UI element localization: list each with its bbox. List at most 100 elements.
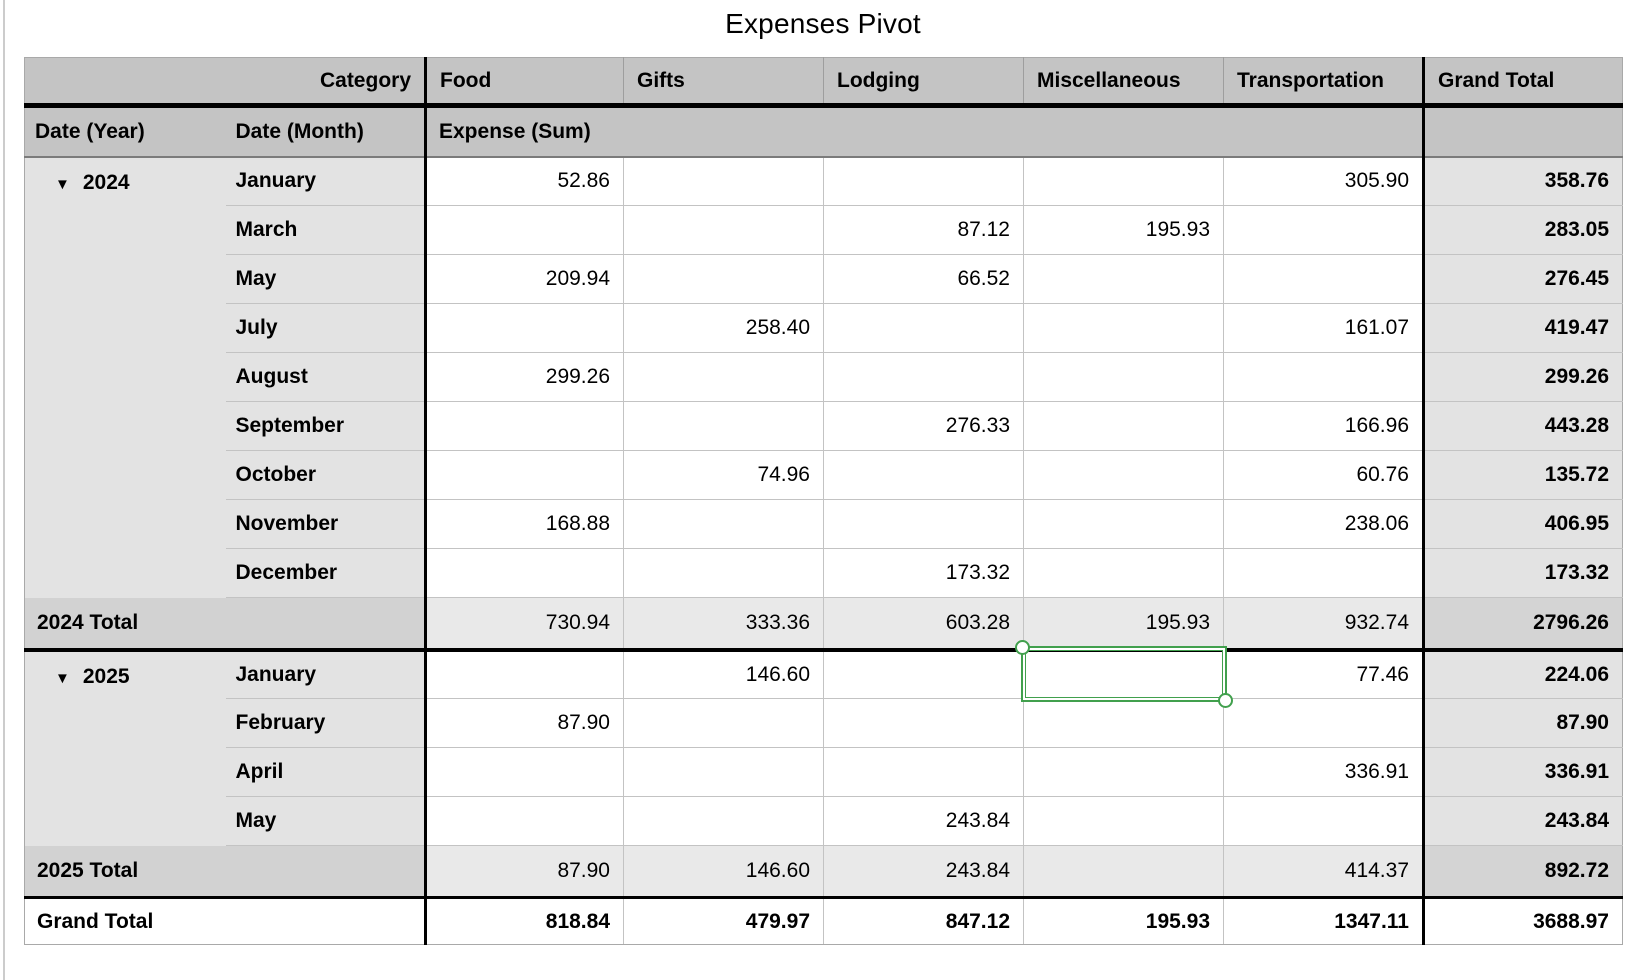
value-cell[interactable]: 243.84 [823,796,1024,846]
row-grand-total-cell[interactable]: 283.05 [1422,205,1623,255]
value-cell[interactable] [623,499,824,549]
year-total-value-cell[interactable]: 603.28 [823,597,1024,652]
year-group-cell[interactable]: ▼ 2024 [24,156,226,598]
year-field-header[interactable]: Date (Year) [24,105,226,158]
year-total-label-cell[interactable]: 2024 Total [24,597,426,652]
value-cell[interactable]: 258.40 [623,303,824,353]
selected-cell-outline[interactable] [1014,639,1233,708]
value-cell[interactable] [1223,254,1424,304]
grand-total-label-cell[interactable]: Grand Total [24,897,426,945]
value-cell[interactable] [424,303,624,353]
value-cell[interactable] [1023,548,1224,598]
value-cell[interactable] [424,450,624,500]
value-cell[interactable]: 60.76 [1223,450,1424,500]
value-cell[interactable] [623,156,824,206]
column-header-food[interactable]: Food [424,57,624,108]
value-cell[interactable] [1023,499,1224,549]
row-grand-total-cell[interactable]: 443.28 [1422,401,1623,451]
value-cell[interactable]: 238.06 [1223,499,1424,549]
value-cell[interactable] [623,205,824,255]
value-cell[interactable]: 209.94 [424,254,624,304]
grand-total-value-cell[interactable]: 479.97 [623,897,824,945]
year-total-value-cell[interactable] [1023,845,1224,899]
disclosure-triangle-icon[interactable]: ▼ [55,669,70,687]
selection-handle-bottom-right-icon[interactable] [1217,692,1233,708]
column-header-gifts[interactable]: Gifts [623,57,824,108]
value-cell[interactable]: 66.52 [823,254,1024,304]
value-cell[interactable]: 87.90 [424,698,624,748]
month-label-cell[interactable]: May [225,254,426,304]
pivot-table-body[interactable]: ▼ 2024 January 52.86 305.90 358.76 March 87.12 1… [24,156,1623,945]
value-cell[interactable] [823,649,1024,699]
value-cell[interactable] [1023,747,1224,797]
month-label-cell[interactable]: January [225,156,426,206]
value-cell[interactable]: 336.91 [1223,747,1424,797]
value-cell[interactable]: 166.96 [1223,401,1424,451]
grand-total-value-cell[interactable]: 818.84 [424,897,624,945]
value-cell[interactable] [424,205,624,255]
value-cell[interactable] [823,352,1024,402]
measure-field-header[interactable]: Expense (Sum) [424,105,1424,158]
month-label-cell[interactable]: December [225,548,426,598]
value-cell[interactable] [623,747,824,797]
value-cell[interactable] [823,698,1024,748]
year-total-value-cell[interactable]: 195.93 [1023,597,1224,652]
value-cell[interactable] [823,450,1024,500]
row-grand-total-cell[interactable]: 87.90 [1422,698,1623,748]
month-label-cell[interactable]: October [225,450,426,500]
year-total-value-cell[interactable]: 932.74 [1223,597,1424,652]
value-cell[interactable] [823,303,1024,353]
year-total-value-cell[interactable]: 333.36 [623,597,824,652]
value-cell[interactable] [424,796,624,846]
value-cell[interactable]: 195.93 [1023,205,1224,255]
selection-handle-top-left-icon[interactable] [1014,639,1030,655]
value-cell[interactable] [1023,303,1224,353]
year-total-value-cell[interactable]: 730.94 [424,597,624,652]
month-label-cell[interactable]: January [225,649,426,699]
row-grand-total-cell[interactable]: 299.26 [1422,352,1623,402]
grand-total-value-cell[interactable]: 195.93 [1023,897,1224,945]
year-total-value-cell[interactable]: 146.60 [623,845,824,899]
column-header-lodging[interactable]: Lodging [823,57,1024,108]
row-grand-total-cell[interactable]: 406.95 [1422,499,1623,549]
month-label-cell[interactable]: May [225,796,426,846]
value-cell[interactable]: 74.96 [623,450,824,500]
column-header-transportation[interactable]: Transportation [1223,57,1424,108]
value-cell[interactable] [1023,254,1224,304]
expenses-pivot-table[interactable]: Category Food Gifts Lodging Miscellaneou… [24,57,1623,945]
value-cell[interactable]: 161.07 [1223,303,1424,353]
value-cell[interactable] [1023,401,1224,451]
value-cell[interactable] [424,747,624,797]
year-total-value-cell[interactable]: 87.90 [424,845,624,899]
row-grand-total-cell[interactable]: 419.47 [1422,303,1623,353]
value-cell[interactable]: 146.60 [623,649,824,699]
value-cell[interactable] [623,548,824,598]
value-cell[interactable] [823,156,1024,206]
row-grand-total-cell[interactable]: 276.45 [1422,254,1623,304]
value-cell[interactable] [424,649,624,699]
month-label-cell[interactable]: November [225,499,426,549]
value-cell[interactable] [623,698,824,748]
value-cell[interactable] [823,747,1024,797]
value-cell[interactable]: 299.26 [424,352,624,402]
month-label-cell[interactable]: August [225,352,426,402]
year-total-grand-cell[interactable]: 2796.26 [1422,597,1623,652]
month-label-cell[interactable]: September [225,401,426,451]
month-field-header[interactable]: Date (Month) [225,105,426,158]
year-total-value-cell[interactable]: 243.84 [823,845,1024,899]
row-grand-total-cell[interactable]: 243.84 [1422,796,1623,846]
value-cell[interactable]: 168.88 [424,499,624,549]
value-cell[interactable] [1023,796,1224,846]
grand-total-value-cell[interactable]: 847.12 [823,897,1024,945]
value-cell[interactable]: 77.46 [1223,649,1424,699]
value-cell[interactable] [424,548,624,598]
category-corner-cell[interactable]: Category [24,57,426,108]
disclosure-triangle-icon[interactable]: ▼ [55,175,70,193]
value-cell[interactable] [623,401,824,451]
value-cell[interactable] [1223,205,1424,255]
year-total-value-cell[interactable]: 414.37 [1223,845,1424,899]
value-cell[interactable] [1223,698,1424,748]
value-cell[interactable] [1223,352,1424,402]
value-cell[interactable] [1023,156,1224,206]
value-cell[interactable] [1023,698,1224,748]
